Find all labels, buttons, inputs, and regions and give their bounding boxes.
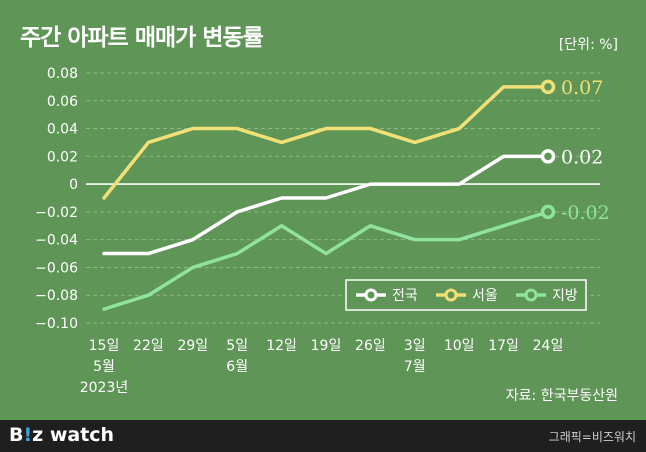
- chart-title: 주간 아파트 매매가 변동률: [20, 25, 264, 51]
- y-tick-label: −0.04: [35, 233, 78, 249]
- end-value-label: -0.02: [561, 202, 610, 224]
- unit-label: [단위: %]: [558, 37, 618, 53]
- y-tick-label: −0.08: [35, 288, 78, 304]
- legend-label: 지방: [552, 288, 578, 304]
- x-tick-label: 10일: [444, 338, 475, 354]
- x-tick-label: 26일: [355, 338, 386, 354]
- series-line: [102, 210, 550, 311]
- legend-marker: [524, 288, 538, 302]
- end-point-marker: [540, 79, 556, 95]
- legend-marker: [364, 288, 378, 302]
- y-tick-label: −0.10: [35, 316, 78, 332]
- graphic-credit: 그래픽=비즈워치: [548, 430, 636, 444]
- y-tick-label: −0.06: [35, 260, 78, 276]
- legend: 전국 서울 지방: [345, 279, 587, 311]
- x-tick-label: 19일: [311, 338, 342, 354]
- x-axis-ticks: 15일 22일 29일 5일 12일 19일 26일 3일 10일 17일 24일 5월 2023년 6월…: [80, 338, 564, 396]
- x-tick-label: 17일: [488, 338, 519, 354]
- x-tick-label: 15일: [89, 338, 120, 354]
- legend-label: 전국: [392, 288, 418, 304]
- legend-marker: [444, 288, 458, 302]
- x-tick-label: 22일: [133, 338, 164, 354]
- y-tick-label: 0.02: [47, 149, 78, 165]
- x-tick-label: 24일: [533, 338, 564, 354]
- x-year-label: 2023년: [80, 380, 129, 396]
- end-point-marker: [540, 149, 556, 164]
- end-point-marker: [540, 204, 556, 220]
- x-tick-label: 5일: [226, 338, 248, 354]
- series-line: [102, 154, 550, 256]
- y-axis-ticks: 0.08 0.06 0.04 0.02 0 −0.02 −0.04 −0.06 −0.08 −0.…: [35, 66, 78, 332]
- source-note: 자료: 한국부동산원: [505, 388, 618, 404]
- end-value-label: 0.07: [561, 77, 603, 99]
- y-tick-label: 0.08: [47, 66, 78, 82]
- y-tick-label: 0: [69, 177, 78, 193]
- x-month-label: 6월: [226, 359, 248, 375]
- y-tick-label: 0.04: [47, 122, 78, 138]
- series-line: [102, 85, 550, 200]
- brand-logo: B!z watch: [9, 424, 115, 446]
- x-month-label: 7월: [404, 359, 426, 375]
- y-tick-label: 0.06: [47, 94, 78, 110]
- end-value-label: 0.02: [561, 146, 603, 168]
- x-tick-label: 12일: [266, 338, 297, 354]
- x-month-label: 5월: [93, 359, 115, 375]
- x-tick-label: 3일: [404, 338, 426, 354]
- series-lines: 0.02 0.07 -0.02: [102, 77, 610, 311]
- footer-bar: B!z watch 그래픽=비즈워치: [0, 420, 646, 452]
- x-tick-label: 29일: [177, 338, 208, 354]
- legend-label: 서울: [472, 288, 498, 304]
- y-tick-label: −0.02: [35, 205, 78, 221]
- grid-lines: [86, 72, 600, 324]
- line-chart: 0.08 0.06 0.04 0.02 0 −0.02 −0.04 −0.06 −0.08 −0.…: [35, 66, 610, 396]
